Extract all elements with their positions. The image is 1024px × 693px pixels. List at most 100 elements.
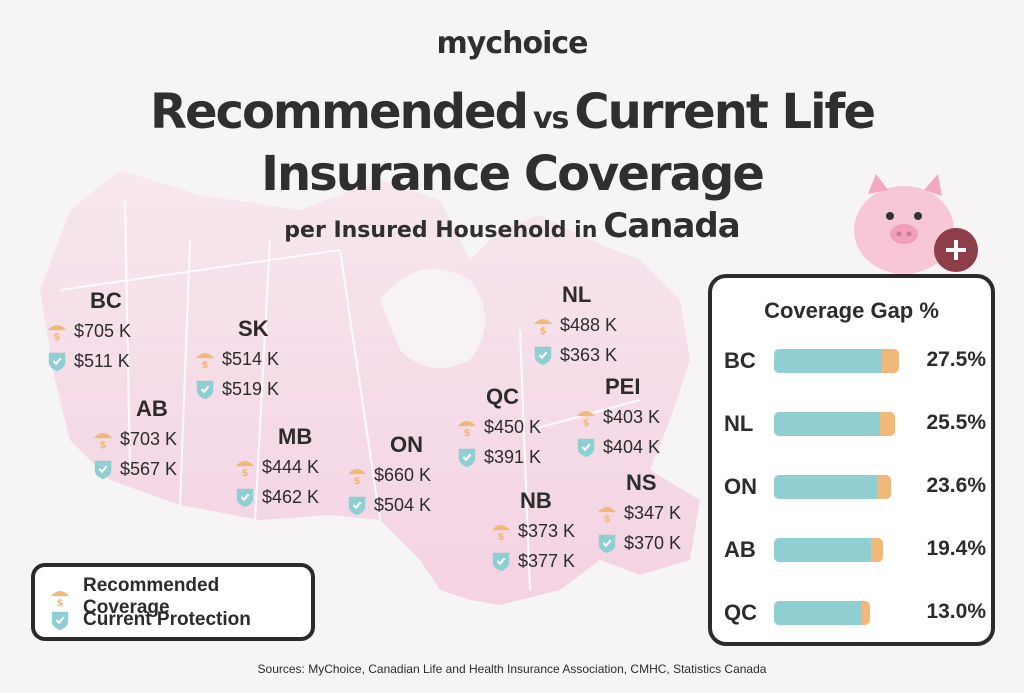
current-row: $363 K	[532, 340, 617, 370]
gap-category-label: ON	[724, 474, 757, 499]
province-nb: NB $ $373 K $377 K	[490, 488, 575, 576]
gap-bar-current	[774, 412, 880, 436]
umbrella-dollar-icon: $	[491, 525, 511, 542]
legend-current: Current Protection	[49, 609, 251, 631]
recommended-value: $347 K	[624, 502, 682, 523]
subtitle-country: Canada	[603, 206, 740, 246]
recommended-row: $ $703 K	[92, 424, 177, 454]
shield-check-icon	[492, 552, 510, 572]
gap-row-on: ON 23.6%	[724, 472, 986, 502]
svg-text:$: $	[56, 598, 63, 608]
gap-category-label: NL	[724, 411, 754, 436]
current-value: $504 K	[374, 494, 432, 515]
recommended-row: $ $488 K	[532, 310, 617, 340]
shield-check-icon	[577, 438, 595, 458]
recommended-value: $444 K	[262, 456, 320, 477]
umbrella-dollar-icon: $	[195, 353, 215, 370]
svg-text:$: $	[353, 476, 360, 486]
gap-bar-track	[774, 601, 904, 625]
title-recommended: Recommended	[149, 84, 529, 140]
current-value: $567 K	[120, 458, 178, 479]
recommended-row: $ $705 K	[46, 316, 131, 346]
current-value: $519 K	[222, 378, 280, 399]
current-row: $404 K	[575, 432, 660, 462]
umbrella-dollar-icon: $	[457, 421, 477, 438]
current-row: $391 K	[456, 442, 541, 472]
legend: $ Recommended Coverage Current Protectio…	[31, 563, 315, 641]
gap-bar-current	[774, 601, 862, 625]
current-row: $370 K	[596, 528, 681, 558]
province-on: ON $ $660 K $504 K	[346, 432, 431, 520]
province-code: BC	[90, 288, 122, 313]
source-footnote: Sources: MyChoice, Canadian Life and Hea…	[257, 662, 767, 676]
brand-logo: mychoice	[436, 26, 589, 61]
province-qc: QC $ $450 K $391 K	[456, 384, 541, 472]
recommended-value: $403 K	[603, 406, 661, 427]
subtitle-text: per Insured Household in	[284, 218, 598, 243]
province-mb: MB $ $444 K $462 K	[234, 424, 319, 512]
gap-bar-track	[774, 538, 904, 562]
gap-value-label: 13.0%	[926, 600, 986, 623]
page-subtitle: per Insured Household in Canada	[0, 206, 1024, 246]
svg-text:$: $	[241, 468, 248, 478]
recommended-row: $ $660 K	[346, 460, 431, 490]
title-vs: vs	[532, 101, 569, 136]
hudson-bay	[380, 268, 485, 368]
province-nl: NL $ $488 K $363 K	[532, 282, 617, 370]
shield-check-icon	[236, 488, 254, 508]
current-row: $511 K	[46, 346, 131, 376]
current-row: $504 K	[346, 490, 431, 520]
gap-bar-gap	[882, 349, 899, 373]
svg-text:$: $	[53, 332, 60, 342]
gap-row-bc: BC 27.5%	[724, 346, 986, 376]
shield-check-icon	[51, 611, 69, 631]
title-current-life: Current Life	[574, 84, 876, 140]
svg-text:$: $	[539, 326, 546, 336]
province-pei: PEI $ $403 K $404 K	[575, 374, 660, 462]
gap-bar-gap	[877, 475, 891, 499]
svg-text:$: $	[201, 360, 208, 370]
province-code: SK	[238, 316, 269, 341]
recommended-value: $705 K	[74, 320, 132, 341]
svg-text:$: $	[582, 418, 589, 428]
gap-bar-track	[774, 475, 904, 499]
shield-check-icon	[94, 460, 112, 480]
recommended-row: $ $444 K	[234, 452, 319, 482]
legend-current-label: Current Protection	[83, 609, 251, 630]
province-ab: AB $ $703 K $567 K	[92, 396, 177, 484]
recommended-value: $660 K	[374, 464, 432, 485]
umbrella-dollar-icon: $	[93, 433, 113, 450]
current-value: $363 K	[560, 344, 618, 365]
recommended-row: $ $403 K	[575, 402, 660, 432]
svg-text:$: $	[497, 532, 504, 542]
gap-bar-gap	[862, 601, 870, 625]
gap-category-label: AB	[724, 537, 756, 562]
current-value: $377 K	[518, 550, 576, 571]
recommended-row: $ $514 K	[194, 344, 279, 374]
province-code: NS	[626, 470, 657, 495]
current-row: $462 K	[234, 482, 319, 512]
gap-bar-current	[774, 475, 877, 499]
umbrella-dollar-icon: $	[597, 507, 617, 524]
svg-text:$: $	[603, 514, 610, 524]
recommended-value: $450 K	[484, 416, 542, 437]
current-value: $462 K	[262, 486, 320, 507]
svg-text:$: $	[99, 440, 106, 450]
province-bc: BC $ $705 K $511 K	[46, 288, 131, 376]
province-code: AB	[136, 396, 168, 421]
province-sk: SK $ $514 K $519 K	[194, 316, 279, 404]
gap-bar-gap	[880, 412, 895, 436]
current-row: $377 K	[490, 546, 575, 576]
recommended-row: $ $347 K	[596, 498, 681, 528]
recommended-value: $488 K	[560, 314, 618, 335]
shield-check-icon	[598, 534, 616, 554]
shield-check-icon	[458, 448, 476, 468]
legend-recommended: $ Recommended Coverage	[49, 575, 311, 619]
recommended-value: $703 K	[120, 428, 178, 449]
current-value: $511 K	[74, 350, 130, 371]
gap-value-label: 27.5%	[926, 348, 986, 371]
gap-row-ab: AB 19.4%	[724, 535, 986, 565]
umbrella-dollar-icon: $	[347, 469, 367, 486]
piggy-bank-mascot-icon	[854, 174, 978, 274]
